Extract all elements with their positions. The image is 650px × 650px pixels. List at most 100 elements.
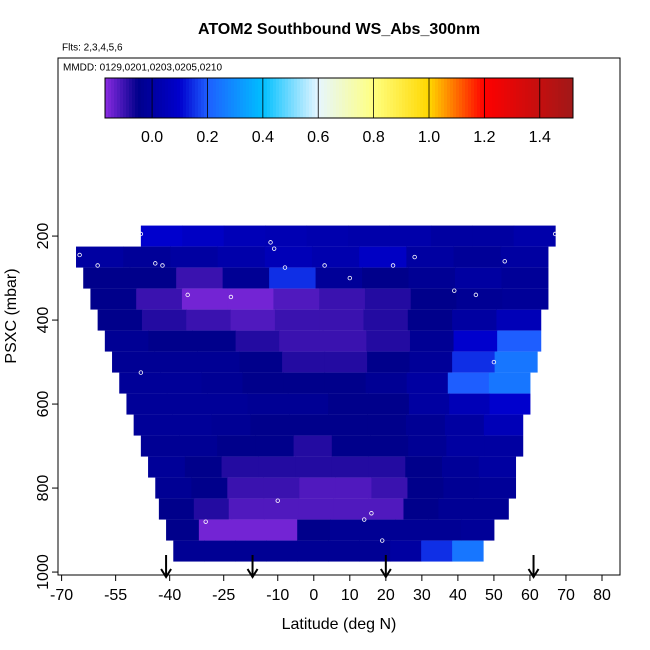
colorbar-swatch (294, 78, 298, 118)
heat-cell (227, 288, 274, 310)
colorbar-swatch (288, 78, 292, 118)
sample-point (138, 370, 144, 375)
colorbar-frame (104, 77, 574, 119)
heat-cell (421, 540, 453, 562)
colorbar-swatch (492, 78, 496, 118)
heat-cell (500, 246, 549, 268)
colorbar-tick-label: 0.0 (141, 129, 163, 146)
y-tick-label: 800 (35, 475, 52, 502)
colorbar-swatch (189, 78, 193, 118)
colorbar-swatch (546, 78, 550, 118)
colorbar-swatch (216, 78, 220, 118)
heat-cell (329, 519, 364, 541)
heat-cell (406, 246, 455, 268)
plot-frame (57, 57, 621, 576)
colorbar-swatch (117, 78, 121, 118)
heat-cell (328, 540, 360, 562)
heat-cell (289, 414, 329, 436)
colorbar-swatch (378, 78, 382, 118)
heat-cell (408, 267, 456, 289)
colorbar-swatch (411, 78, 415, 118)
heat-cell (369, 435, 409, 457)
arrow-marker (160, 555, 172, 579)
heat-cell (155, 477, 192, 499)
colorbar-swatch (396, 78, 400, 118)
heat-cell (186, 309, 232, 331)
heat-cell (362, 267, 410, 289)
colorbar-swatch (219, 78, 223, 118)
sample-point (362, 517, 367, 522)
heat-cell (264, 246, 313, 268)
x-tick-label: 80 (593, 587, 611, 604)
heat-cell (170, 246, 219, 268)
colorbar-swatch (171, 78, 175, 118)
x-tick-label: -55 (104, 587, 127, 604)
colorbar-swatch (177, 78, 181, 118)
heat-cell (472, 225, 515, 247)
colorbar-swatch (516, 78, 520, 118)
x-tick-label: -10 (266, 587, 289, 604)
colorbar-swatch (399, 78, 403, 118)
heat-cell (166, 519, 200, 541)
heat-cell (479, 477, 517, 499)
colorbar-swatch (456, 78, 460, 118)
heat-cell (453, 246, 502, 268)
heat-cell (363, 309, 409, 331)
colorbar-swatch (363, 78, 367, 118)
heat-cell (191, 477, 228, 499)
heat-cell (273, 288, 320, 310)
heat-cell (444, 414, 485, 436)
colorbar-swatch (192, 78, 196, 118)
colorbar-tick-label: 1.0 (418, 129, 440, 146)
heat-cell (409, 351, 453, 373)
colorbar-swatch (156, 78, 160, 118)
colorbar-swatch (420, 78, 424, 118)
heat-cell (295, 456, 333, 478)
heat-cell (406, 372, 449, 394)
x-tick-label: -70 (50, 587, 73, 604)
heat-cell (368, 498, 404, 520)
heat-cell (311, 246, 360, 268)
heat-cell (235, 540, 267, 562)
colorbar-swatch (522, 78, 526, 118)
colorbar-swatch (408, 78, 412, 118)
colorbar-swatch (336, 78, 340, 118)
colorbar-swatch (453, 78, 457, 118)
colorbar-swatch (126, 78, 130, 118)
colorbar-swatch (510, 78, 514, 118)
heat-cell (228, 498, 265, 520)
colorbar-swatch (342, 78, 346, 118)
heat-cell (221, 456, 259, 478)
colorbar-swatch (312, 78, 316, 118)
heat-cell (484, 435, 524, 457)
colorbar-swatch (201, 78, 205, 118)
colorbar-swatch (222, 78, 226, 118)
colorbar-tick-label: 0.2 (196, 129, 218, 146)
colorbar-swatch (519, 78, 523, 118)
heat-cell (335, 477, 372, 499)
x-tick-label: -25 (212, 587, 235, 604)
heat-cell (390, 540, 422, 562)
heat-cell (461, 519, 495, 541)
heat-cell (97, 309, 143, 331)
heat-cell (407, 477, 444, 499)
heat-cell (447, 372, 490, 394)
colorbar-swatch (123, 78, 127, 118)
heat-cell (112, 351, 156, 373)
x-tick-label: 20 (377, 587, 395, 604)
heat-cell (389, 225, 432, 247)
heat-cell (430, 225, 473, 247)
heat-cell (405, 456, 443, 478)
colorbar-swatch (210, 78, 214, 118)
heat-cell (478, 456, 517, 478)
colorbar-swatch (318, 78, 322, 118)
heat-cell (172, 414, 212, 436)
x-tick-label: -40 (158, 587, 181, 604)
colorbar-swatch (174, 78, 178, 118)
heat-cell (473, 498, 509, 520)
colorbar-swatch (474, 78, 478, 118)
colorbar-swatch (393, 78, 397, 118)
colorbar-swatch (234, 78, 238, 118)
colorbar-swatch (369, 78, 373, 118)
colorbar-swatch (108, 78, 112, 118)
